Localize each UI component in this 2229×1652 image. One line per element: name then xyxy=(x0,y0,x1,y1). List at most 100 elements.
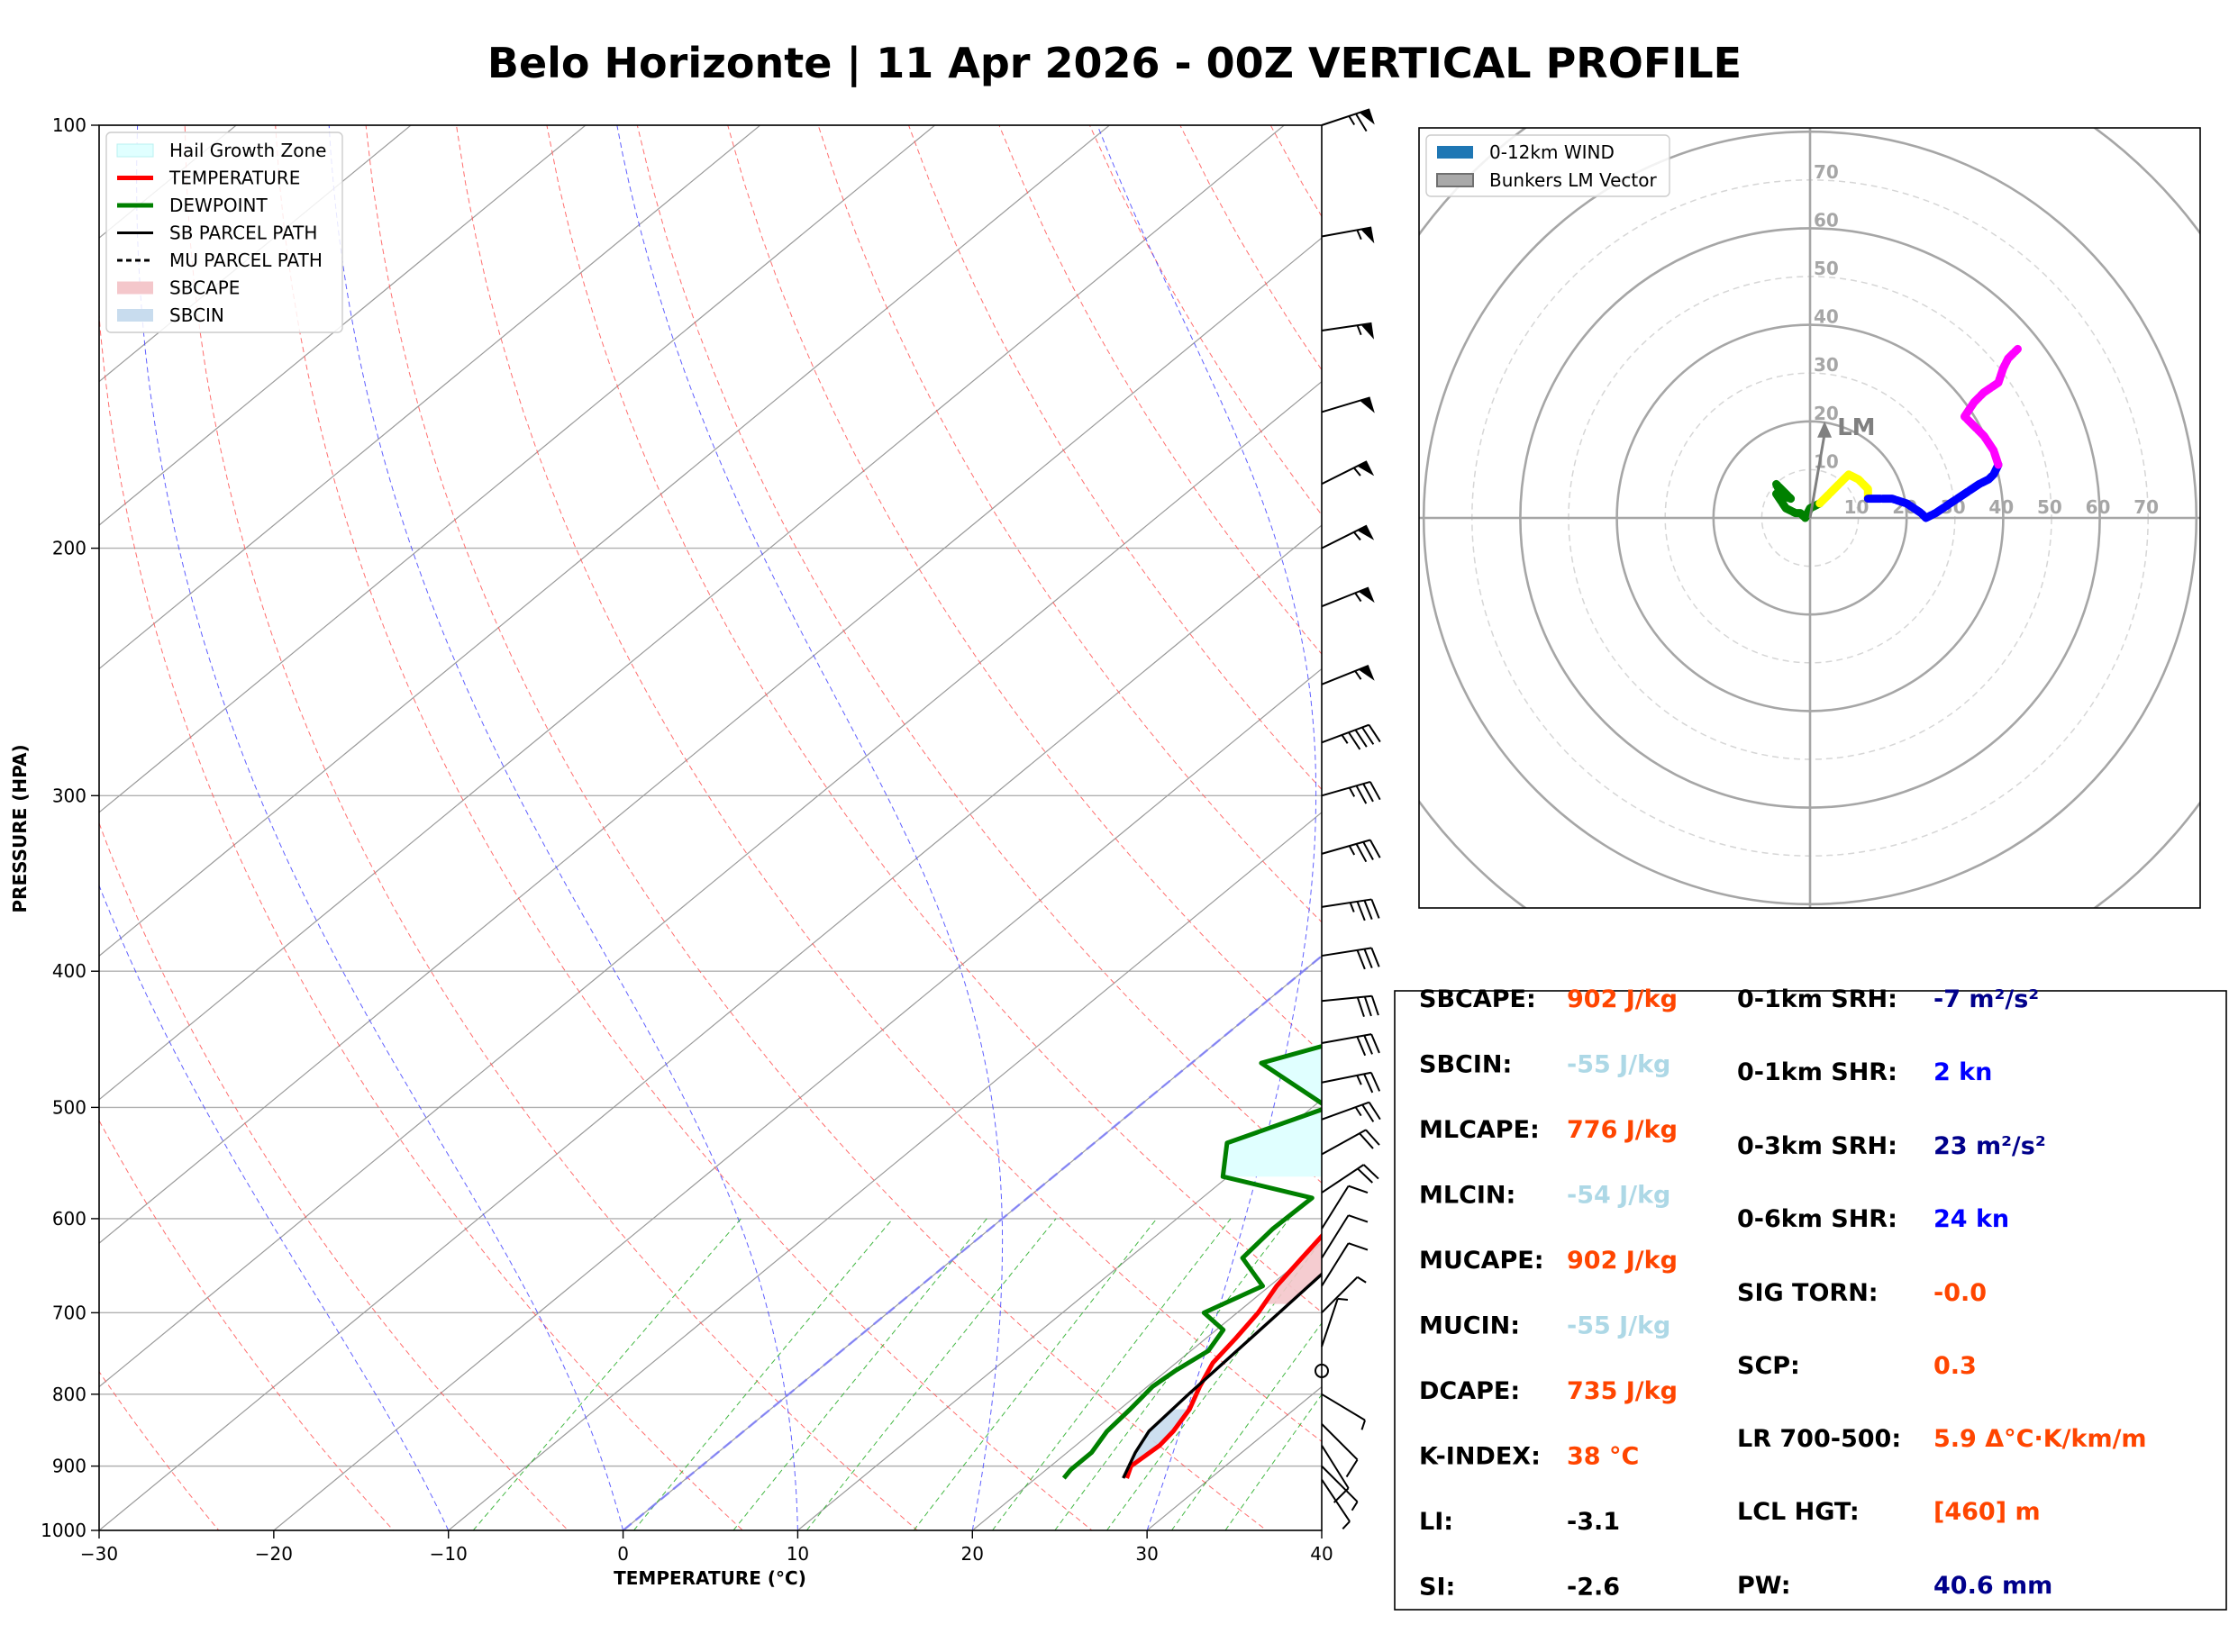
legend-label: DEWPOINT xyxy=(169,195,268,216)
barb-half xyxy=(1357,1076,1361,1085)
wind-barb xyxy=(1322,948,1379,968)
hodo-ring-label-y: 20 xyxy=(1814,403,1839,424)
barb-full xyxy=(1372,996,1378,1015)
barb-full xyxy=(1349,1186,1368,1193)
hodo-legend-swatch xyxy=(1437,146,1473,159)
barb-full xyxy=(1347,1459,1358,1476)
index-label: 0-6km SHR: xyxy=(1737,1205,1897,1233)
hodo-segment xyxy=(1868,465,1998,518)
wind-barb xyxy=(1322,1215,1368,1257)
index-label: MUCAPE: xyxy=(1419,1247,1544,1275)
index-label: K-INDEX: xyxy=(1419,1443,1541,1471)
index-value: 38 °C xyxy=(1567,1443,1639,1471)
index-label: MLCIN: xyxy=(1419,1182,1515,1210)
index-label: MUCIN: xyxy=(1419,1312,1520,1340)
barb-full xyxy=(1365,996,1371,1015)
index-value: 23 m²/s² xyxy=(1933,1132,2046,1160)
barb-half xyxy=(1338,1299,1348,1300)
barb-staff xyxy=(1322,1480,1350,1522)
index-label: LCL HGT: xyxy=(1737,1498,1860,1526)
index-value: 24 kn xyxy=(1933,1205,2009,1233)
barb-full xyxy=(1356,785,1366,803)
legend-label: MU PARCEL PATH xyxy=(169,250,323,271)
barb-full xyxy=(1371,1073,1379,1092)
wind-barb xyxy=(1322,587,1375,606)
wind-barb xyxy=(1322,323,1374,340)
dry-adiabat xyxy=(0,125,421,1560)
index-label: SBCAPE: xyxy=(1419,985,1536,1013)
index-label: LR 700-500: xyxy=(1737,1425,1901,1453)
figure-title: Belo Horizonte | 11 Apr 2026 - 00Z VERTI… xyxy=(487,39,1742,88)
dry-adiabat xyxy=(457,125,1484,1560)
index-label: LI: xyxy=(1419,1508,1453,1536)
hodo-ring-label-y: 30 xyxy=(1814,354,1839,376)
barb-staff xyxy=(1322,1243,1349,1285)
wind-barb xyxy=(1322,1103,1380,1122)
barb-half xyxy=(1354,532,1360,540)
barb-staff xyxy=(1322,840,1370,853)
index-value: 902 J/kg xyxy=(1567,1247,1678,1275)
wind-barb xyxy=(1322,1034,1379,1056)
wind-barb xyxy=(1322,1073,1379,1093)
x-tick-label: 40 xyxy=(1310,1543,1333,1565)
index-value: 2 kn xyxy=(1933,1058,1992,1086)
hodo-ring-label-y: 60 xyxy=(1814,209,1839,231)
legend-label: SB PARCEL PATH xyxy=(169,222,317,244)
barb-half xyxy=(1350,788,1354,797)
barb-staff xyxy=(1322,996,1372,1002)
barb-full xyxy=(1370,840,1380,858)
wind-barb xyxy=(1322,782,1380,803)
barb-half xyxy=(1357,230,1360,239)
barb-full xyxy=(1364,1036,1372,1055)
barb-staff xyxy=(1322,666,1369,685)
index-label: SBCIN: xyxy=(1419,1051,1512,1079)
dry-adiabat xyxy=(185,125,952,1560)
legend-swatch xyxy=(117,309,153,322)
x-tick-label: 0 xyxy=(617,1543,629,1565)
barb-staff xyxy=(1322,1446,1349,1488)
moist-adiabat xyxy=(1097,125,1316,1530)
wind-barb xyxy=(1322,228,1374,244)
x-axis-label: TEMPERATURE (°C) xyxy=(614,1567,806,1589)
barb-staff xyxy=(1322,948,1371,956)
wind-barb xyxy=(1322,1424,1358,1477)
y-tick-label: 1000 xyxy=(41,1520,86,1541)
wind-barb xyxy=(1322,526,1374,549)
barb-full xyxy=(1364,901,1371,920)
index-label: 0-1km SHR: xyxy=(1737,1058,1897,1086)
index-value: -0.0 xyxy=(1933,1279,1987,1307)
barb-half xyxy=(1349,116,1354,125)
y-axis-label: PRESSURE (HPA) xyxy=(9,744,31,912)
barb-half xyxy=(1358,325,1361,335)
barb-staff xyxy=(1322,1277,1358,1313)
wind-barb xyxy=(1322,1130,1379,1154)
wind-barb xyxy=(1322,1394,1365,1430)
wind-barb xyxy=(1322,109,1375,131)
barb-half xyxy=(1351,903,1354,912)
hodo-ring-label-y: 40 xyxy=(1814,306,1839,328)
barb-full xyxy=(1363,784,1373,802)
hodo-ring-major xyxy=(1231,0,2229,1097)
barb-flag xyxy=(1360,228,1374,244)
barb-full xyxy=(1357,1037,1365,1056)
legend-swatch xyxy=(117,144,153,157)
barb-staff xyxy=(1322,899,1371,906)
barb-half xyxy=(1350,846,1354,855)
wind-barb xyxy=(1322,725,1380,749)
y-tick-label: 300 xyxy=(52,785,86,806)
wind-barbs xyxy=(1315,109,1380,1529)
barb-full xyxy=(1371,899,1378,918)
y-tick-label: 800 xyxy=(52,1384,86,1405)
legend-label: SBCAPE xyxy=(169,277,240,299)
lm-label: LM xyxy=(1837,414,1875,441)
hodo-ring-label-x: 40 xyxy=(1988,496,2014,518)
legend-label: TEMPERATURE xyxy=(168,168,300,189)
y-tick-label: 200 xyxy=(52,538,86,559)
hodo-segment xyxy=(1965,349,2018,465)
index-label: SI: xyxy=(1419,1574,1455,1602)
wind-barb xyxy=(1322,461,1374,484)
barb-full xyxy=(1349,1243,1368,1249)
